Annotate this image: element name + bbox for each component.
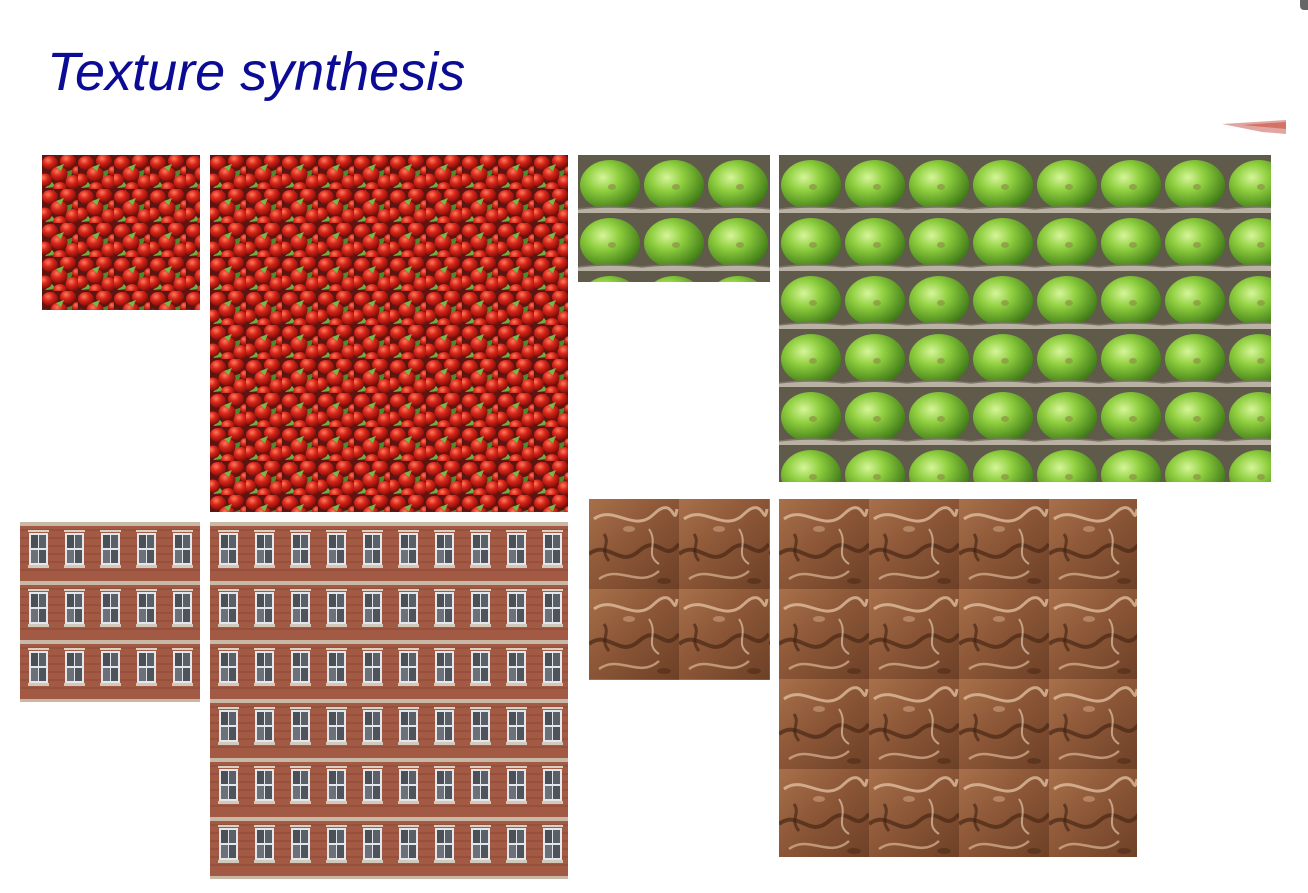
apple-sample-image bbox=[578, 155, 770, 282]
window-corner-tab bbox=[1300, 0, 1308, 10]
slide-title: Texture synthesis bbox=[47, 42, 466, 102]
apple-synthesized-image bbox=[779, 155, 1271, 482]
facade-sample-image bbox=[20, 522, 200, 702]
chocolate-synthesized-image bbox=[779, 499, 1137, 857]
chocolate-sample-image bbox=[589, 499, 770, 680]
partial-image-fragment bbox=[1222, 120, 1286, 134]
radish-sample-image bbox=[42, 155, 200, 310]
facade-synthesized-image bbox=[210, 522, 568, 879]
radish-synthesized-image bbox=[210, 155, 568, 512]
